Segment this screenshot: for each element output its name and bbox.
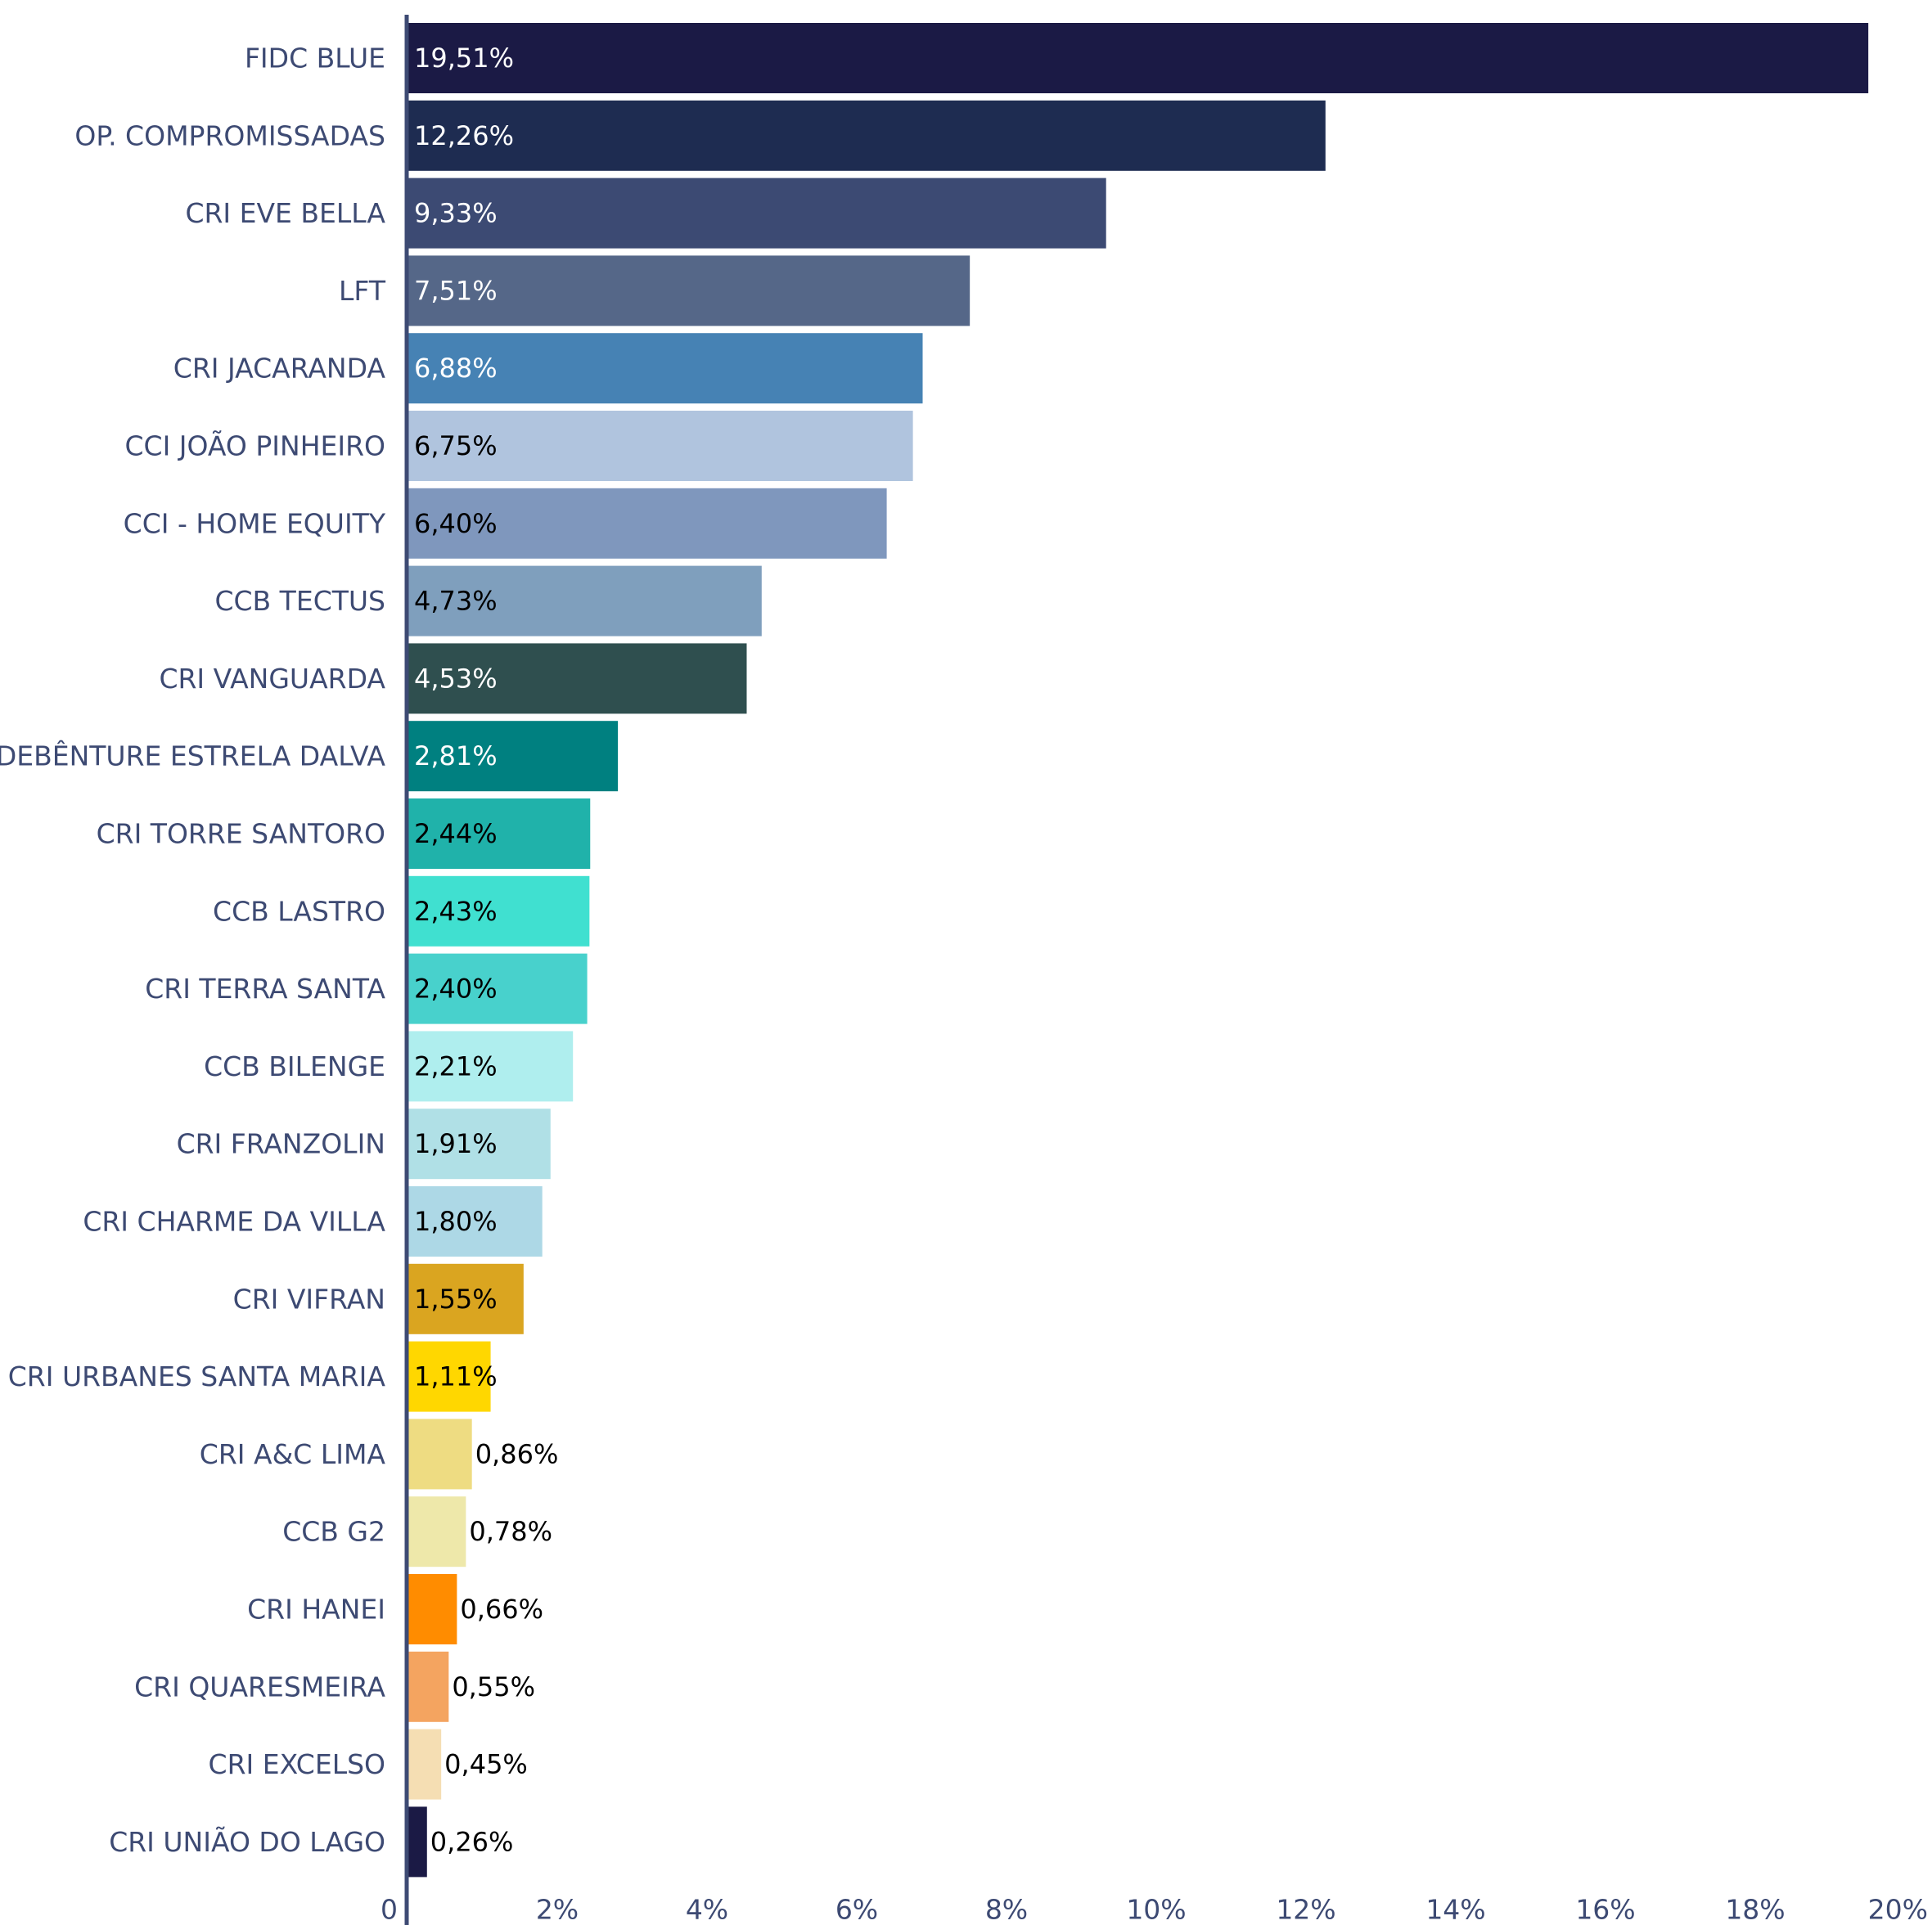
bar-ccb-lastro	[408, 875, 590, 947]
bar-cri-a-c-lima	[408, 1419, 472, 1490]
category-label-cri-vifran: CRI VIFRAN	[233, 1283, 385, 1315]
category-label-cri-hanei: CRI HANEI	[247, 1594, 385, 1626]
value-label-cri-urbanes-santa-maria: 1,11%	[414, 1361, 498, 1392]
category-label-fidc-blue: FIDC BLUE	[245, 43, 385, 74]
value-label-cri-terra-santa: 2,40%	[414, 974, 498, 1005]
bar-debenture-estrela-dalva	[408, 721, 619, 792]
x-tick-label-0: 0	[381, 1894, 398, 1925]
bar-ccb-g2	[408, 1496, 466, 1567]
x-tick-label-1: 2%	[536, 1894, 579, 1925]
category-label-ccb-bilenge: CCB BILENGE	[204, 1050, 385, 1082]
category-label-cri-charme-da-villa: CRI CHARME DA VILLA	[83, 1206, 385, 1238]
bar-cri-excelso	[408, 1729, 442, 1800]
value-label-cri-a-c-lima: 0,86%	[475, 1438, 559, 1469]
bar-cri-franzolin	[408, 1109, 551, 1180]
value-label-ccb-g2: 0,78%	[469, 1516, 552, 1547]
bar-cri-urbanes-santa-maria	[408, 1341, 491, 1412]
category-label-cri-torre-santoro: CRI TORRE SANTORO	[97, 818, 385, 850]
value-label-ccb-tectus: 4,73%	[414, 586, 498, 617]
category-labels: FIDC BLUE OP. COMPROMISSADAS CRI EVE BELLA…	[0, 43, 386, 1858]
value-label-cri-jacaranda: 6,88%	[414, 353, 498, 384]
category-label-debenture-estrela-dalva: DEBÊNTURE ESTRELA DALVA	[0, 740, 385, 772]
category-label-cri-excelso: CRI EXCELSO	[209, 1748, 385, 1780]
category-label-cri-terra-santa: CRI TERRA SANTA	[145, 973, 385, 1005]
x-tick-label-2: 4%	[686, 1894, 728, 1925]
value-label-cri-vanguarda: 4,53%	[414, 663, 498, 694]
category-label-cci-joao-pinheiro: CCI JOÃO PINHEIRO	[124, 430, 385, 462]
bar-cri-terra-santa	[408, 953, 588, 1024]
bar-cri-vanguarda	[408, 643, 747, 714]
value-label-op-compromissadas: 12,26%	[414, 120, 514, 151]
category-label-ccb-tectus: CCB TECTUS	[214, 585, 385, 617]
value-label-cci-home-equity: 6,40%	[414, 508, 498, 539]
bars-layer	[408, 23, 1869, 1878]
bar-fidc-blue	[408, 23, 1869, 93]
x-tick-label-3: 6%	[835, 1894, 878, 1925]
x-tick-label-4: 8%	[985, 1894, 1028, 1925]
x-tick-label-8: 16%	[1575, 1894, 1635, 1925]
value-label-debenture-estrela-dalva: 2,81%	[414, 740, 498, 771]
category-label-cri-jacaranda: CRI JACARANDA	[173, 353, 386, 385]
value-label-cri-quaresmeira: 0,55%	[452, 1671, 535, 1702]
x-tick-label-7: 14%	[1425, 1894, 1485, 1925]
value-label-ccb-bilenge: 2,21%	[414, 1050, 498, 1082]
category-label-cri-franzolin: CRI FRANZOLIN	[177, 1128, 385, 1160]
bar-ccb-tectus	[408, 565, 762, 636]
bar-ccb-bilenge	[408, 1031, 574, 1102]
bar-cci-joao-pinheiro	[408, 411, 913, 481]
value-label-cri-uniao-do-lago: 0,26%	[430, 1826, 514, 1857]
bar-cri-vifran	[408, 1263, 524, 1334]
value-label-ccb-lastro: 2,43%	[414, 896, 498, 927]
value-label-lft: 7,51%	[414, 275, 498, 306]
bar-cri-jacaranda	[408, 333, 923, 404]
category-label-cri-uniao-do-lago: CRI UNIÃO DO LAGO	[109, 1826, 385, 1858]
category-label-cci-home-equity: CCI - HOME EQUITY	[124, 507, 386, 539]
bar-lft	[408, 255, 971, 326]
value-label-cri-vifran: 1,55%	[414, 1284, 498, 1315]
category-label-cri-vanguarda: CRI VANGUARDA	[159, 663, 385, 695]
category-label-op-compromissadas: OP. COMPROMISSADAS	[74, 119, 385, 151]
x-tick-label-9: 18%	[1725, 1894, 1785, 1925]
bar-cri-quaresmeira	[408, 1651, 449, 1722]
value-labels: 19,51% 12,26% 9,33% 7,51% 6,88% 6,75% 6,40% 4,7…	[414, 43, 558, 1857]
x-tick-label-10: 20%	[1868, 1894, 1928, 1925]
bar-cri-uniao-do-lago	[408, 1806, 427, 1878]
category-label-cri-a-c-lima: CRI A&C LIMA	[200, 1438, 386, 1470]
x-axis-ticks: 0 2% 4% 6% 8% 10% 12% 14% 16% 18% 20%	[381, 1894, 1928, 1925]
value-label-cci-joao-pinheiro: 6,75%	[414, 430, 498, 461]
category-label-cri-urbanes-santa-maria: CRI URBANES SANTA MARIA	[8, 1361, 386, 1392]
bar-cri-torre-santoro	[408, 798, 591, 869]
category-label-lft: LFT	[339, 275, 386, 307]
category-label-cri-eve-bella: CRI EVE BELLA	[185, 197, 385, 229]
bar-cri-charme-da-villa	[408, 1186, 543, 1257]
bar-cci-home-equity	[408, 488, 887, 559]
x-tick-label-6: 12%	[1276, 1894, 1335, 1925]
value-label-cri-hanei: 0,66%	[460, 1594, 543, 1625]
bar-op-compromissadas	[408, 100, 1326, 171]
category-label-ccb-g2: CCB G2	[282, 1516, 385, 1548]
category-label-ccb-lastro: CCB LASTRO	[213, 895, 385, 927]
category-label-cri-quaresmeira: CRI QUARESMEIRA	[134, 1671, 385, 1702]
value-label-cri-excelso: 0,45%	[444, 1749, 528, 1780]
bar-cri-hanei	[408, 1574, 457, 1644]
value-label-cri-franzolin: 1,91%	[414, 1128, 498, 1159]
bar-cri-eve-bella	[408, 178, 1106, 249]
value-label-cri-torre-santoro: 2,44%	[414, 818, 498, 849]
value-label-cri-eve-bella: 9,33%	[414, 198, 498, 229]
value-label-cri-charme-da-villa: 1,80%	[414, 1206, 498, 1237]
value-label-fidc-blue: 19,51%	[414, 43, 514, 74]
x-tick-label-5: 10%	[1126, 1894, 1186, 1925]
